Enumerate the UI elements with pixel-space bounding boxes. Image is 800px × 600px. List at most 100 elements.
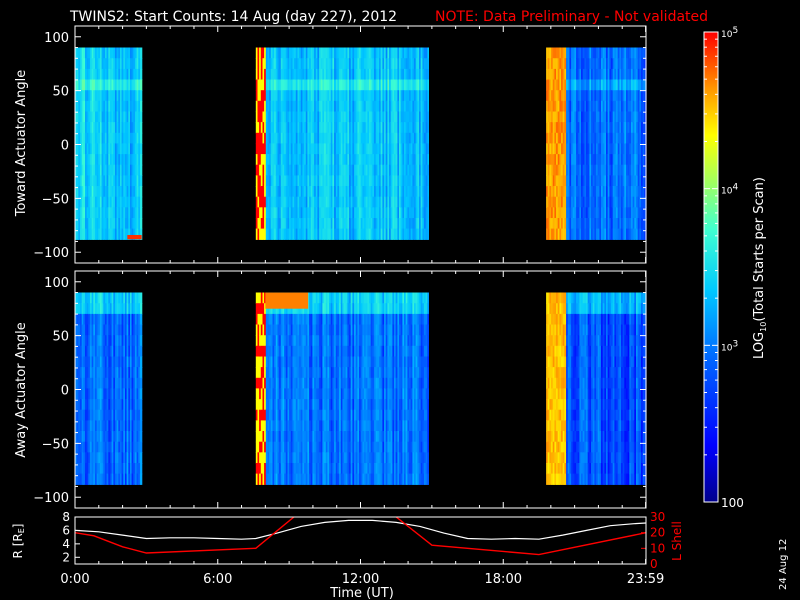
heatmap-cell (634, 196, 637, 208)
heatmap-cell (285, 143, 289, 155)
heatmap-cell (566, 218, 569, 230)
heatmap-cell (272, 47, 275, 59)
heatmap-cell (637, 58, 640, 70)
heatmap-cell (123, 345, 126, 358)
heatmap-cell (340, 122, 344, 134)
heatmap-cell (116, 164, 119, 176)
heatmap-cell (93, 367, 96, 379)
heatmap-cell (289, 207, 292, 219)
heatmap-cell (105, 409, 108, 421)
heatmap-cell (399, 122, 402, 134)
heatmap-cell (287, 473, 290, 485)
heatmap-cell (616, 186, 619, 198)
heatmap-cell (96, 431, 99, 443)
heatmap-cell (98, 68, 101, 81)
heatmap-cell (562, 186, 565, 198)
heatmap-cell (577, 90, 580, 102)
heatmap-cell (324, 90, 327, 102)
heatmap-cell (113, 431, 116, 443)
heatmap-cell (111, 186, 114, 198)
heatmap-cell (86, 218, 89, 230)
heatmap-cell (255, 367, 259, 379)
heatmap-cell (644, 122, 647, 134)
heatmap-cell (559, 111, 562, 123)
heatmap-cell (360, 154, 363, 166)
heatmap-cell (140, 441, 143, 453)
heatmap-cell (601, 175, 604, 187)
heatmap-cell (83, 132, 86, 145)
heatmap-cell (88, 367, 91, 379)
heatmap-cell (292, 175, 295, 187)
heatmap-cell (86, 388, 89, 400)
heatmap-cell (425, 122, 428, 134)
heatmap-cell (624, 218, 627, 230)
heatmap-cell (287, 399, 290, 411)
heatmap-cell (592, 47, 595, 59)
heatmap-cell (632, 58, 635, 70)
heatmap-cell (349, 122, 352, 134)
heatmap-cell (290, 143, 294, 155)
heatmap-cell (382, 186, 385, 198)
heatmap-cell (355, 207, 358, 219)
heatmap-cell (606, 100, 609, 113)
heatmap-cell (397, 218, 400, 230)
heatmap-cell (586, 207, 589, 219)
heatmap-cell (616, 143, 619, 155)
heatmap-cell (90, 463, 93, 475)
heatmap-cell (91, 399, 94, 411)
heatmap-cell (395, 196, 398, 208)
heatmap-cell (369, 79, 372, 91)
heatmap-cell (272, 303, 275, 315)
heatmap-cell (277, 90, 280, 102)
heatmap-cell (400, 228, 403, 240)
heatmap-cell (629, 143, 632, 155)
heatmap-cell (274, 441, 277, 453)
heatmap-cell (113, 68, 116, 81)
heatmap-cell (284, 409, 287, 421)
heatmap-cell (111, 473, 114, 485)
heatmap-cell (599, 90, 602, 102)
heatmap-cell (327, 47, 330, 59)
heatmap-cell (340, 132, 344, 145)
heatmap-cell (562, 79, 565, 91)
heatmap-cell (557, 68, 560, 81)
heatmap-cell (274, 122, 277, 134)
heatmap-cell (362, 111, 365, 123)
heatmap-cell (103, 175, 106, 187)
heatmap-cell (339, 122, 342, 134)
heatmap-cell (390, 228, 393, 240)
heatmap-cell (599, 143, 602, 155)
heatmap-cell (101, 420, 104, 432)
heatmap-cell (115, 356, 118, 368)
heatmap-cell (360, 79, 363, 91)
heatmap-cell (350, 111, 353, 123)
heatmap-cell (369, 164, 372, 176)
heatmap-cell (599, 218, 602, 230)
heatmap-cell (269, 335, 272, 347)
heatmap-cell (290, 367, 294, 379)
heatmap-cell (567, 154, 570, 166)
heatmap-cell (118, 367, 121, 379)
heatmap-cell (616, 132, 619, 145)
heatmap-cell (297, 463, 300, 475)
heatmap-cell (385, 175, 388, 187)
heatmap-cell (619, 122, 622, 134)
heatmap-cell (354, 143, 357, 155)
heatmap-cell (332, 186, 335, 198)
heatmap-cell (365, 47, 368, 59)
heatmap-cell (379, 228, 382, 240)
heatmap-cell (362, 58, 365, 70)
heatmap-cell (300, 122, 304, 134)
heatmap-cell (304, 207, 307, 219)
heatmap-cell (561, 132, 564, 145)
heatmap-cell (105, 90, 108, 102)
heatmap-cell (289, 228, 292, 240)
heatmap-cell (400, 90, 403, 102)
heatmap-cell (310, 143, 314, 155)
heatmap-cell (397, 47, 400, 59)
heatmap-cell (606, 90, 609, 102)
heatmap-cell (85, 399, 88, 411)
heatmap-cell (140, 313, 143, 326)
heatmap-cell (123, 90, 126, 102)
heatmap-cell (320, 90, 324, 102)
